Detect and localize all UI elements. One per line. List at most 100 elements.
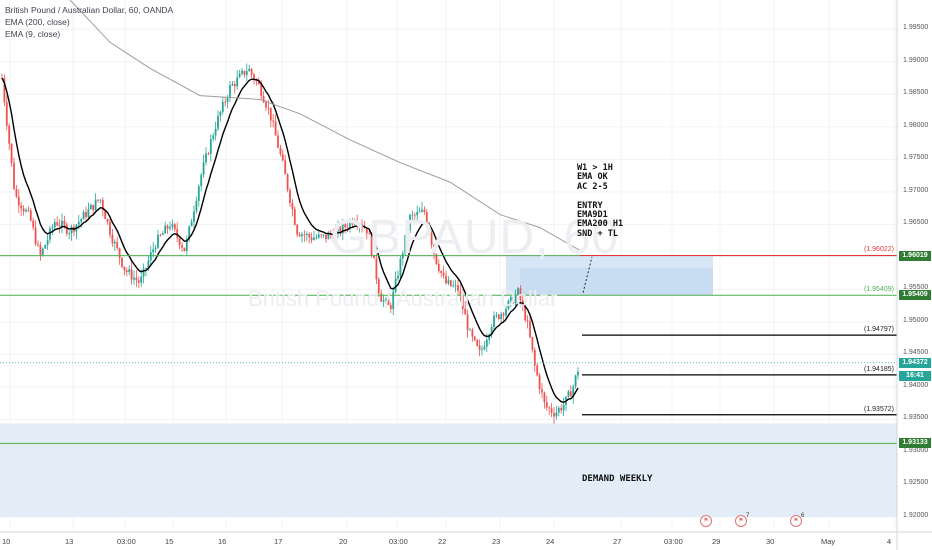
candle-body: [140, 276, 143, 283]
candle-body: [85, 211, 87, 218]
price-badge[interactable]: 1.95409: [899, 290, 931, 301]
event-count: 7: [746, 513, 750, 519]
time-tick: May: [821, 537, 836, 546]
candle-body: [267, 107, 270, 109]
candle-body: [526, 320, 529, 322]
candle-body: [490, 326, 493, 335]
candle-body: [188, 226, 191, 240]
candle-body: [517, 288, 519, 295]
flag-icon[interactable]: ⚑: [700, 515, 712, 527]
candle-body: [461, 295, 464, 309]
flag-icon[interactable]: ⚑: [735, 515, 747, 527]
price-tick: 1.95500: [903, 284, 929, 292]
candle-body: [87, 209, 90, 218]
candle-body: [202, 162, 205, 175]
candle-body: [495, 314, 498, 316]
candle-body: [325, 234, 327, 240]
price-tick: 1.97000: [903, 186, 929, 194]
time-tick: 17: [274, 537, 283, 546]
candle-body: [212, 135, 215, 140]
candle-body: [284, 160, 287, 175]
candle-body: [94, 199, 97, 211]
candle-body: [29, 210, 32, 221]
price-badge[interactable]: 1.94372: [899, 357, 931, 368]
symbol-title[interactable]: British Pound / Australian Dollar, 60, O…: [5, 5, 174, 15]
candle-body: [317, 234, 320, 238]
candle-body: [257, 81, 260, 85]
time-tick: 13: [65, 537, 74, 546]
candle-body: [133, 277, 135, 280]
candle-body: [457, 285, 459, 291]
time-tick: 27: [613, 537, 622, 546]
candle-body: [279, 147, 282, 155]
note-line: EMA9D1: [577, 210, 608, 221]
candle-body: [320, 234, 323, 236]
candle-body: [293, 209, 296, 225]
candle-body: [22, 208, 25, 212]
candle-body: [15, 188, 18, 197]
candle-body: [404, 235, 407, 254]
candle-body: [485, 339, 488, 347]
candle-body: [334, 230, 337, 239]
candle-body: [161, 233, 164, 236]
price-badge[interactable]: 1.96019: [899, 250, 931, 261]
candle-body: [337, 226, 339, 231]
time-tick: 24: [546, 537, 555, 546]
candle-body: [397, 275, 399, 279]
flag-icon[interactable]: ⚑: [790, 515, 802, 527]
time-tick: 03:00: [664, 537, 683, 546]
candle-body: [392, 291, 395, 310]
price-badge[interactable]: 16:41: [899, 371, 931, 382]
candle-body: [497, 314, 500, 320]
ema9-legend[interactable]: EMA (9, close): [5, 29, 61, 39]
price-tick: 1.96500: [903, 219, 929, 227]
candle-body: [97, 199, 99, 201]
candle-body: [44, 244, 47, 249]
candle-body: [269, 107, 272, 121]
candle-body: [339, 226, 342, 234]
candle-body: [322, 234, 325, 236]
candle-body: [435, 253, 438, 264]
candle-body: [553, 412, 555, 417]
candle-body: [502, 313, 505, 316]
level-label: (1.94185): [863, 365, 895, 373]
candle-body: [416, 212, 419, 216]
candle-body: [368, 233, 371, 235]
price-badge[interactable]: 1.93133: [899, 438, 931, 449]
candle-body: [363, 227, 366, 229]
candle-body: [567, 391, 570, 397]
candle-body: [185, 239, 188, 252]
candle-body: [430, 233, 433, 245]
ema200-legend[interactable]: EMA (200, close): [5, 17, 70, 27]
candle-body: [512, 296, 515, 304]
candle-body: [428, 223, 431, 234]
candle-body: [332, 234, 335, 239]
candle-body: [349, 221, 351, 228]
candle-body: [10, 143, 13, 163]
candle-body: [166, 225, 169, 229]
candle-body: [46, 239, 49, 245]
candle-body: [315, 237, 318, 239]
candle-body: [39, 245, 42, 255]
candle-body: [274, 121, 277, 136]
candle-body: [104, 210, 107, 220]
candle-body: [394, 278, 397, 292]
candle-body: [111, 234, 114, 244]
candle-body: [409, 215, 411, 231]
candle-body: [49, 228, 51, 240]
candle-body: [154, 247, 157, 250]
price-tick: 1.97500: [903, 154, 929, 162]
candle-body: [380, 293, 383, 302]
candle-body: [437, 263, 440, 271]
candle-body: [277, 135, 279, 148]
candle-body: [113, 241, 116, 244]
time-tick: 30: [766, 537, 775, 546]
candle-body: [301, 234, 303, 237]
candle-body: [183, 247, 186, 252]
candle-body: [577, 371, 579, 376]
candle-body: [13, 162, 15, 189]
candle-body: [147, 260, 150, 268]
candle-body: [178, 237, 181, 246]
